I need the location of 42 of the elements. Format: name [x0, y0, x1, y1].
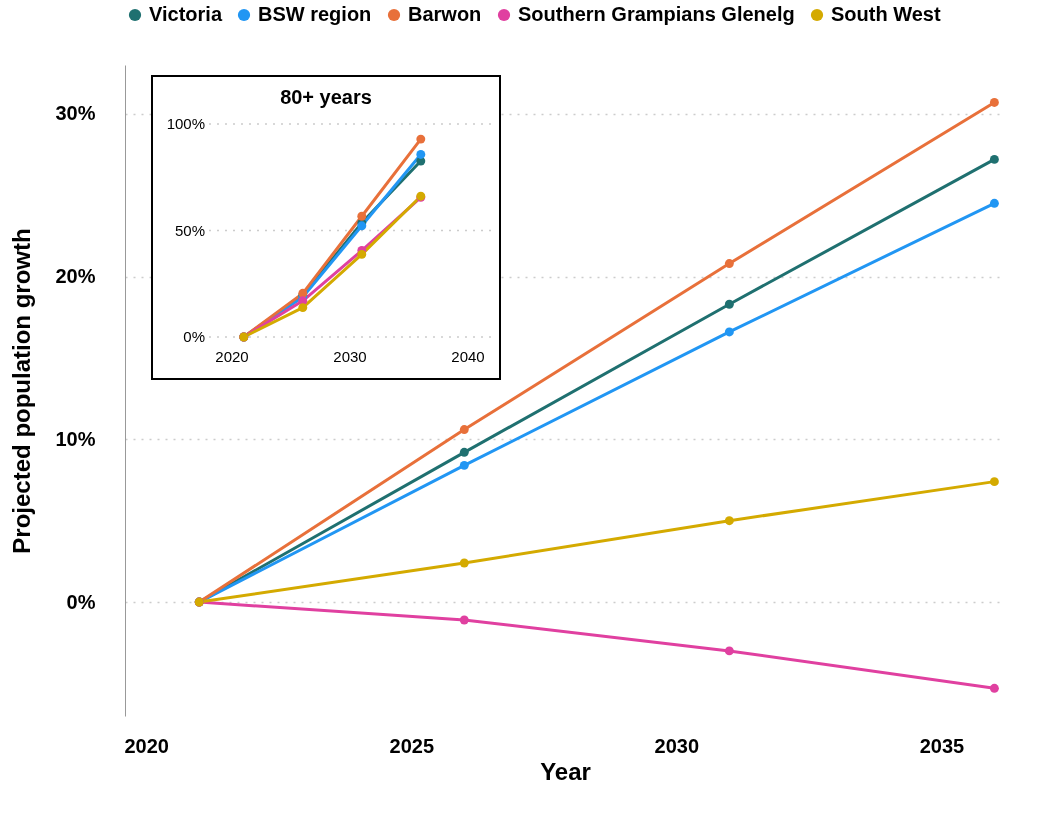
- x-tick-label: 2020: [124, 734, 169, 757]
- point: [459, 460, 469, 470]
- point: [724, 259, 734, 269]
- legend-label: Victoria: [149, 3, 223, 25]
- legend-label: Barwon: [408, 3, 482, 25]
- point: [298, 303, 308, 313]
- point: [416, 134, 426, 144]
- point: [724, 327, 734, 337]
- point: [724, 299, 734, 309]
- x-axis-title: Year: [540, 757, 591, 785]
- y-tick-label: 10%: [55, 427, 96, 450]
- legend-label: Southern Grampians Glenelg: [518, 3, 795, 25]
- legend-label: BSW region: [258, 3, 372, 25]
- legend-label: South West: [831, 3, 941, 25]
- y-tick-label: 100%: [166, 115, 205, 132]
- y-tick-label: 20%: [55, 265, 96, 288]
- y-tick-label: 0%: [183, 328, 205, 345]
- x-tick-label: 2025: [389, 734, 435, 757]
- point: [459, 558, 469, 568]
- point: [459, 447, 469, 457]
- point: [357, 211, 367, 221]
- point: [989, 154, 999, 164]
- x-tick-label: 2040: [451, 348, 485, 365]
- point: [416, 150, 426, 159]
- y-tick-label: 0%: [66, 590, 96, 613]
- chart-title: 80+ years: [280, 86, 372, 108]
- y-tick-label: 50%: [174, 221, 205, 239]
- point: [459, 425, 469, 435]
- point: [989, 477, 999, 487]
- point: [724, 646, 734, 656]
- x-tick-label: 2020: [215, 348, 249, 365]
- x-tick-label: 2035: [919, 734, 965, 757]
- y-axis-title: Projected population growth: [8, 228, 36, 554]
- point: [724, 516, 734, 526]
- point: [459, 615, 469, 625]
- x-tick-label: 2030: [333, 348, 367, 365]
- y-tick-label: 30%: [55, 102, 96, 125]
- x-tick-label: 2030: [654, 734, 700, 757]
- point: [989, 97, 999, 107]
- point: [989, 683, 999, 693]
- point: [989, 198, 999, 208]
- point: [357, 249, 367, 259]
